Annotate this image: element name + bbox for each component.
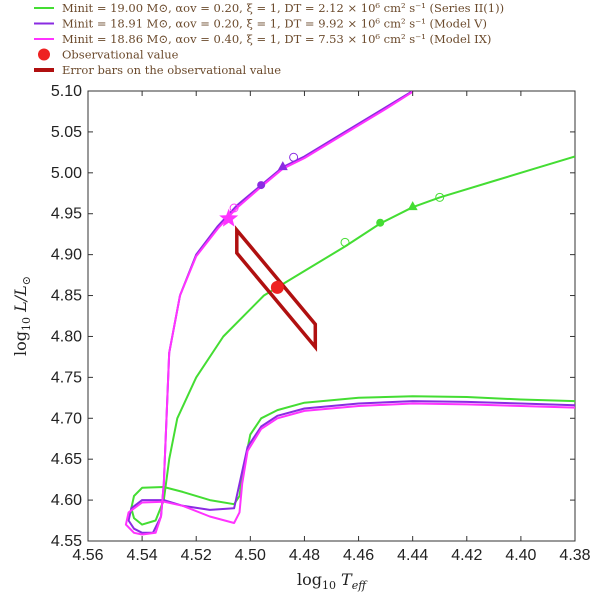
curve-series-ii-1-: [130, 155, 575, 526]
x-tick-label: 4.50: [235, 547, 266, 564]
legend-swatch: [38, 48, 50, 61]
legend-label: Minit = 19.00 M⊙, αov = 0.20, ξ = 1, DT …: [62, 1, 504, 15]
x-tick-label: 4.48: [289, 547, 320, 564]
x-tick-label: 4.56: [72, 547, 103, 564]
circle-marker: [257, 181, 266, 190]
x-tick-label: 4.38: [559, 547, 590, 564]
legend-label: Minit = 18.91 M⊙, αov = 0.20, ξ = 1, DT …: [62, 17, 487, 31]
legend-entry: Minit = 18.86 M⊙, αov = 0.40, ξ = 1, DT …: [34, 32, 491, 46]
legend-label: Minit = 18.86 M⊙, αov = 0.40, ξ = 1, DT …: [62, 32, 491, 46]
error-box: [235, 225, 318, 352]
legend-label: Error bars on the observational value: [62, 63, 281, 77]
legend: Minit = 19.00 M⊙, αov = 0.20, ξ = 1, DT …: [34, 1, 504, 77]
x-tick-label: 4.40: [505, 547, 536, 564]
y-tick-label: 4.60: [51, 492, 82, 509]
open-circle-marker: [435, 192, 445, 202]
y-tick-label: 5.10: [51, 83, 82, 100]
x-tick-label: 4.44: [397, 547, 428, 564]
circle-marker: [376, 218, 385, 227]
y-tick-label: 4.75: [51, 369, 82, 386]
y-tick-label: 4.65: [51, 451, 82, 468]
open-circle-marker: [289, 152, 299, 162]
curve-model-v: [127, 91, 575, 534]
legend-entry: Error bars on the observational value: [34, 63, 281, 77]
open-circle-marker: [340, 237, 350, 247]
x-tick-label: 4.46: [343, 547, 374, 564]
plot-border: [87, 90, 576, 542]
y-tick-label: 4.80: [51, 328, 82, 345]
x-tick-label: 4.54: [127, 547, 158, 564]
y-tick-label: 4.70: [51, 410, 82, 427]
triangle-marker: [407, 201, 418, 211]
legend-entry: Minit = 19.00 M⊙, αov = 0.20, ξ = 1, DT …: [34, 1, 504, 15]
observation-point: [270, 280, 284, 294]
legend-entry: Minit = 18.91 M⊙, αov = 0.20, ξ = 1, DT …: [34, 17, 487, 31]
x-tick-label: 4.52: [181, 547, 212, 564]
y-tick-label: 4.85: [51, 288, 82, 305]
markers-layer: [219, 152, 445, 352]
axis-labels: log10 Teff log10 L/L⊙: [11, 276, 368, 592]
curves-layer: [124, 91, 575, 536]
ticks-layer: 4.56 4.54 4.52 4.50 4.48 4.46 4.44 4.42 4.40 4.38…: [51, 83, 591, 564]
x-tick-label: 4.42: [451, 547, 482, 564]
star-marker: [219, 208, 239, 227]
plot-frame: [87, 90, 576, 542]
curve-model-ix: [124, 91, 575, 536]
y-tick-label: 4.55: [51, 533, 82, 550]
y-tick-label: 4.95: [51, 206, 82, 223]
y-axis-label: log10 L/L⊙: [11, 276, 33, 356]
x-axis-label: log10 Teff: [297, 570, 368, 592]
y-tick-label: 5.00: [51, 165, 82, 182]
legend-entry: Observational value: [38, 48, 179, 62]
y-tick-label: 5.05: [51, 124, 82, 141]
triangle-marker: [277, 161, 288, 171]
open-circle-marker: [229, 203, 239, 213]
legend-label: Observational value: [62, 48, 179, 62]
y-tick-label: 4.90: [51, 247, 82, 264]
